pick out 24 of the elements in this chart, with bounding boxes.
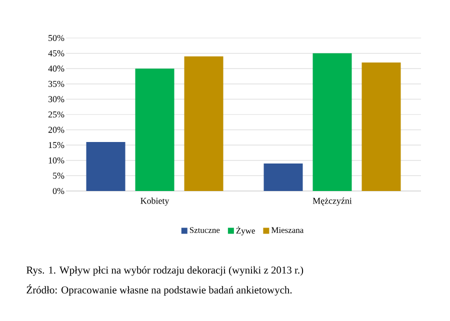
text: Rys. 1. Wpływ płci na wybór rodzaju dekoracji (wyniki z 2013 r.) (26, 266, 304, 276)
y-tick-label: 15% (48, 142, 64, 148)
y-tick-label: 30% (48, 96, 64, 102)
y-tick-label: 0% (52, 188, 64, 194)
text: Źródło: Opracowanie własne na podstawie badań ankietowych. (26, 284, 292, 296)
y-tick-label: 50% (48, 34, 64, 42)
y-tick-label: 25% (48, 111, 64, 118)
x-tick-label: Mężczyźni (312, 198, 352, 206)
bar (135, 68, 174, 191)
legend-label: Mieszana (271, 227, 304, 233)
legend-label: Sztuczne (190, 227, 220, 233)
bar (184, 56, 224, 191)
bar (312, 53, 352, 191)
bar (264, 163, 303, 191)
bar (362, 62, 401, 191)
legend-label: Żywe (236, 226, 255, 236)
x-tick-label: Kobiety (140, 198, 170, 206)
y-tick-label: 40% (48, 66, 64, 72)
y-tick-label: 45% (48, 50, 64, 56)
y-tick-label: 35% (48, 80, 64, 87)
bar (86, 142, 126, 191)
y-tick-label: 5% (53, 172, 64, 179)
y-tick-label: 20% (48, 126, 64, 133)
y-tick-label: 10% (48, 157, 64, 164)
